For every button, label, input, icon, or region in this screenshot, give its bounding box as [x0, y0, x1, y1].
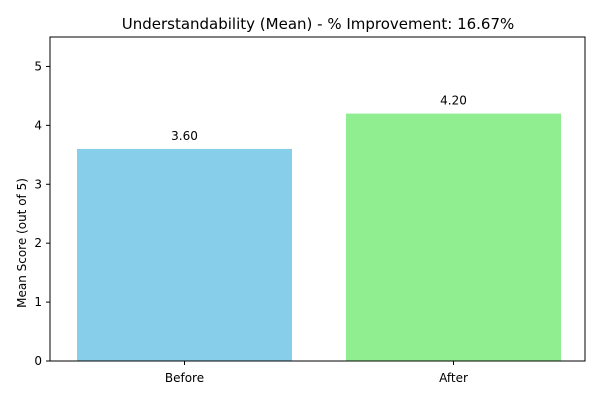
plot-frame: [49, 36, 586, 362]
y-tick-label: 0: [34, 354, 42, 368]
data-label-after: 4.20: [440, 94, 467, 108]
x-tick-label-after: After: [439, 371, 468, 385]
bar-after: [346, 113, 561, 361]
data-label-before: 3.60: [171, 129, 198, 143]
y-tick-label: 2: [34, 236, 42, 250]
x-tick-label-before: Before: [165, 371, 204, 385]
y-axis-label: Mean Score (out of 5): [15, 178, 29, 308]
y-tick-label: 5: [34, 59, 42, 73]
y-tick-label: 1: [34, 295, 42, 309]
y-tick-label: 4: [34, 118, 42, 132]
plot-area: 0 1 2 3 4 5 3.60 Before 4.20 After: [34, 59, 561, 385]
chart-title: Understandability (Mean) - % Improvement…: [122, 15, 515, 33]
bar-before: [77, 148, 292, 361]
y-tick-label: 3: [34, 177, 42, 191]
